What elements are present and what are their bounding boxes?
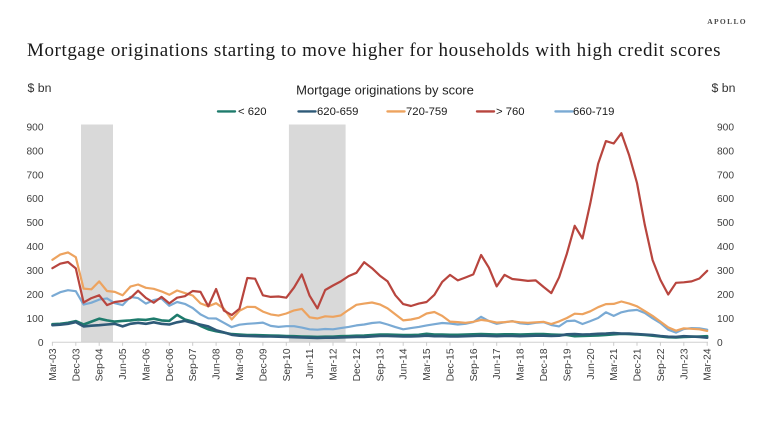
svg-text:Jun-11: Jun-11: [305, 348, 316, 379]
svg-text:Mar-12: Mar-12: [329, 348, 340, 381]
svg-text:900: 900: [717, 122, 734, 133]
svg-text:200: 200: [717, 290, 734, 301]
svg-text:Jun-08: Jun-08: [212, 348, 223, 379]
svg-text:Sep-13: Sep-13: [375, 348, 386, 381]
svg-text:Sep-19: Sep-19: [562, 348, 573, 381]
svg-text:720-759: 720-759: [406, 106, 447, 118]
svg-text:800: 800: [27, 146, 44, 157]
svg-text:Jun-17: Jun-17: [492, 348, 503, 379]
svg-text:$ bn: $ bn: [28, 81, 52, 95]
svg-text:$ bn: $ bn: [712, 81, 736, 95]
svg-text:500: 500: [717, 218, 734, 229]
svg-text:Mar-03: Mar-03: [48, 348, 59, 381]
svg-text:Sep-04: Sep-04: [95, 348, 106, 381]
svg-text:> 760: > 760: [496, 106, 525, 118]
svg-text:Sep-16: Sep-16: [469, 348, 480, 381]
svg-text:Dec-03: Dec-03: [71, 348, 82, 381]
svg-text:Dec-15: Dec-15: [446, 348, 457, 381]
svg-text:Mar-24: Mar-24: [703, 348, 714, 381]
svg-text:660-719: 660-719: [573, 106, 614, 118]
svg-text:600: 600: [717, 194, 734, 205]
svg-text:Sep-22: Sep-22: [656, 348, 667, 381]
svg-text:100: 100: [717, 314, 734, 325]
svg-text:300: 300: [717, 266, 734, 277]
svg-text:300: 300: [27, 266, 44, 277]
svg-text:Jun-20: Jun-20: [586, 348, 597, 379]
svg-text:Dec-09: Dec-09: [258, 348, 269, 381]
svg-text:Dec-18: Dec-18: [539, 348, 550, 381]
svg-text:Dec-12: Dec-12: [352, 348, 363, 381]
svg-text:Sep-10: Sep-10: [282, 348, 293, 381]
svg-text:Dec-06: Dec-06: [165, 348, 176, 381]
svg-text:600: 600: [27, 194, 44, 205]
svg-text:Jun-14: Jun-14: [399, 348, 410, 379]
svg-text:800: 800: [717, 146, 734, 157]
svg-text:Dec-21: Dec-21: [633, 348, 644, 381]
svg-text:Jun-23: Jun-23: [679, 348, 690, 379]
svg-text:Jun-05: Jun-05: [118, 348, 129, 379]
svg-text:400: 400: [27, 242, 44, 253]
svg-text:500: 500: [27, 218, 44, 229]
svg-text:Sep-07: Sep-07: [188, 348, 199, 381]
svg-text:Mar-09: Mar-09: [235, 348, 246, 381]
svg-text:Mar-06: Mar-06: [141, 348, 152, 381]
svg-text:Mar-21: Mar-21: [609, 348, 620, 381]
svg-text:Mar-15: Mar-15: [422, 348, 433, 381]
svg-text:620-659: 620-659: [317, 106, 358, 118]
svg-text:400: 400: [717, 242, 734, 253]
svg-text:Mar-18: Mar-18: [516, 348, 527, 381]
svg-text:200: 200: [27, 290, 44, 301]
svg-text:Mortgage originations by score: Mortgage originations by score: [296, 83, 474, 98]
svg-text:900: 900: [27, 122, 44, 133]
svg-text:700: 700: [27, 170, 44, 181]
svg-text:100: 100: [27, 314, 44, 325]
svg-text:0: 0: [38, 338, 44, 349]
svg-text:0: 0: [717, 338, 723, 349]
svg-text:700: 700: [717, 170, 734, 181]
svg-text:< 620: < 620: [238, 106, 267, 118]
